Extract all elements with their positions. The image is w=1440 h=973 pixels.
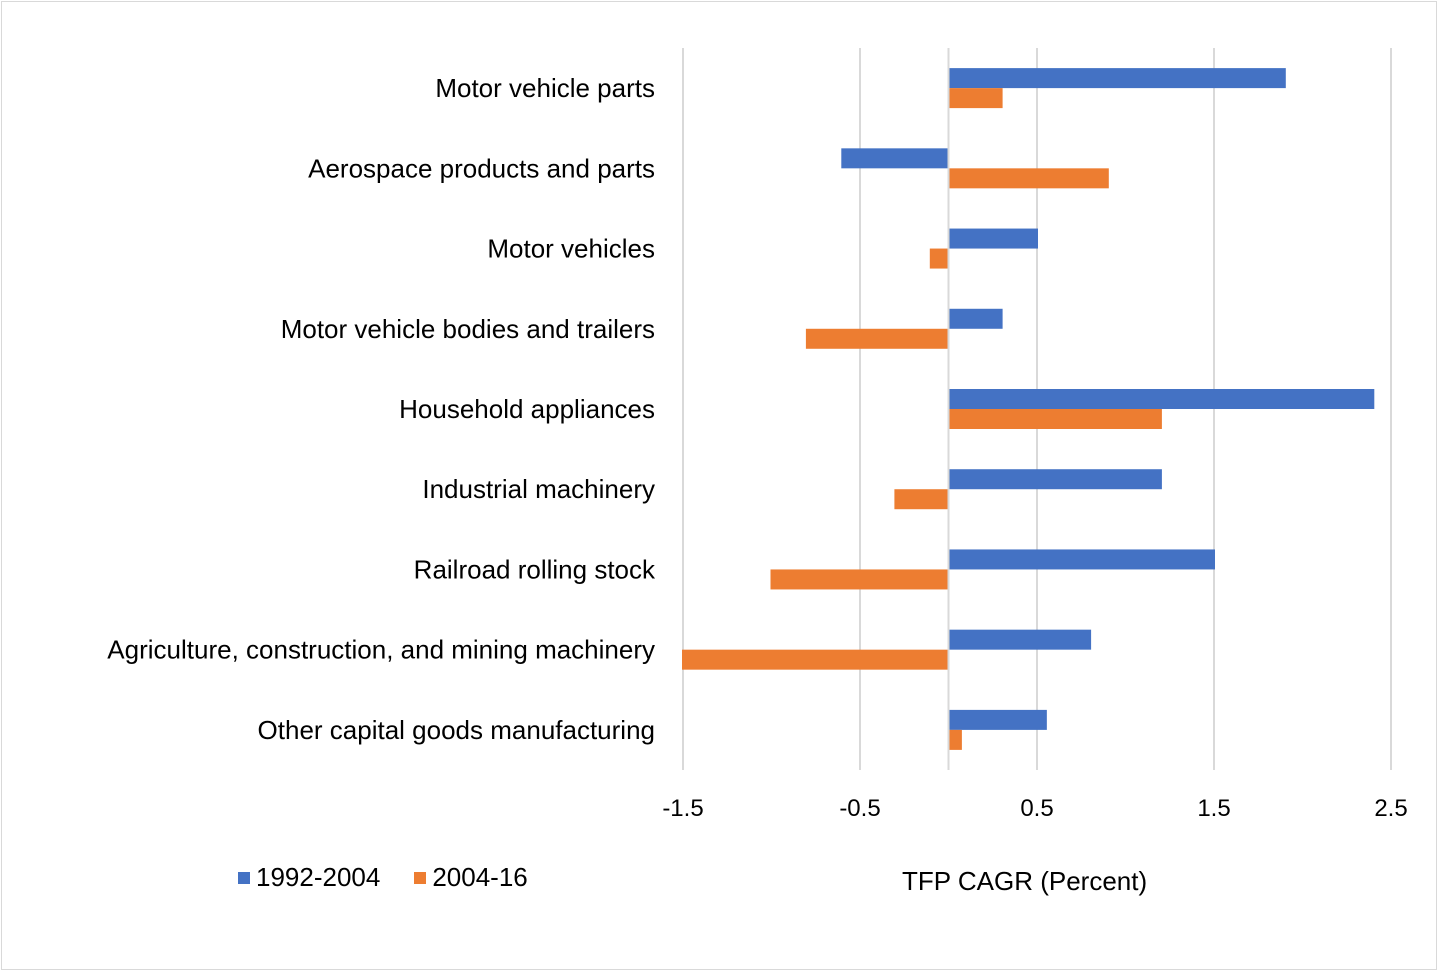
bar-1992-2004 — [949, 228, 1038, 249]
bar-1992-2004 — [949, 549, 1215, 570]
legend-item-1992-2004: 1992-2004 — [238, 862, 380, 893]
bar-2004-16 — [949, 88, 1003, 109]
category-label: Other capital goods manufacturing — [258, 715, 655, 745]
bar-2004-16 — [929, 248, 948, 269]
bar-1992-2004 — [949, 469, 1162, 490]
category-label: Motor vehicles — [487, 234, 655, 264]
bar-1992-2004 — [949, 709, 1047, 730]
category-label: Agriculture, construction, and mining ma… — [107, 635, 655, 665]
bar-1992-2004 — [949, 389, 1375, 409]
bar-1992-2004 — [949, 68, 1286, 89]
bar-2004-16 — [805, 328, 948, 349]
category-label: Railroad rolling stock — [414, 554, 656, 584]
bar-1992-2004 — [949, 308, 1003, 329]
legend-item-2004-16: 2004-16 — [414, 862, 528, 893]
x-tick-label: 2.5 — [1374, 795, 1407, 822]
bar-1992-2004 — [949, 629, 1092, 650]
legend-swatch-1992-2004 — [238, 871, 250, 884]
legend-label-1992-2004: 1992-2004 — [256, 862, 381, 892]
x-tick-label: -0.5 — [839, 795, 880, 822]
legend-label-2004-16: 2004-16 — [432, 862, 528, 892]
legend-swatch-2004-16 — [414, 871, 427, 884]
bar-2004-16 — [770, 569, 948, 590]
x-tick-label: -1.5 — [662, 795, 703, 822]
x-tick-label: 1.5 — [1197, 795, 1230, 822]
category-label: Motor vehicle bodies and trailers — [281, 314, 655, 344]
x-axis-label: TFP CAGR (Percent) — [902, 866, 1148, 896]
legend: 1992-2004 2004-16 — [238, 862, 528, 893]
bar-2004-16 — [949, 168, 1109, 189]
category-label: Aerospace products and parts — [308, 153, 655, 183]
category-label: Industrial machinery — [422, 474, 655, 504]
bar-2004-16 — [949, 729, 962, 750]
bar-2004-16 — [949, 409, 1162, 429]
bar-2004-16 — [682, 649, 948, 670]
category-label: Household appliances — [399, 394, 655, 424]
x-tick-label: 0.5 — [1020, 795, 1053, 822]
bar-1992-2004 — [841, 148, 948, 169]
bar-2004-16 — [894, 489, 948, 510]
category-label: Motor vehicle parts — [435, 73, 655, 103]
